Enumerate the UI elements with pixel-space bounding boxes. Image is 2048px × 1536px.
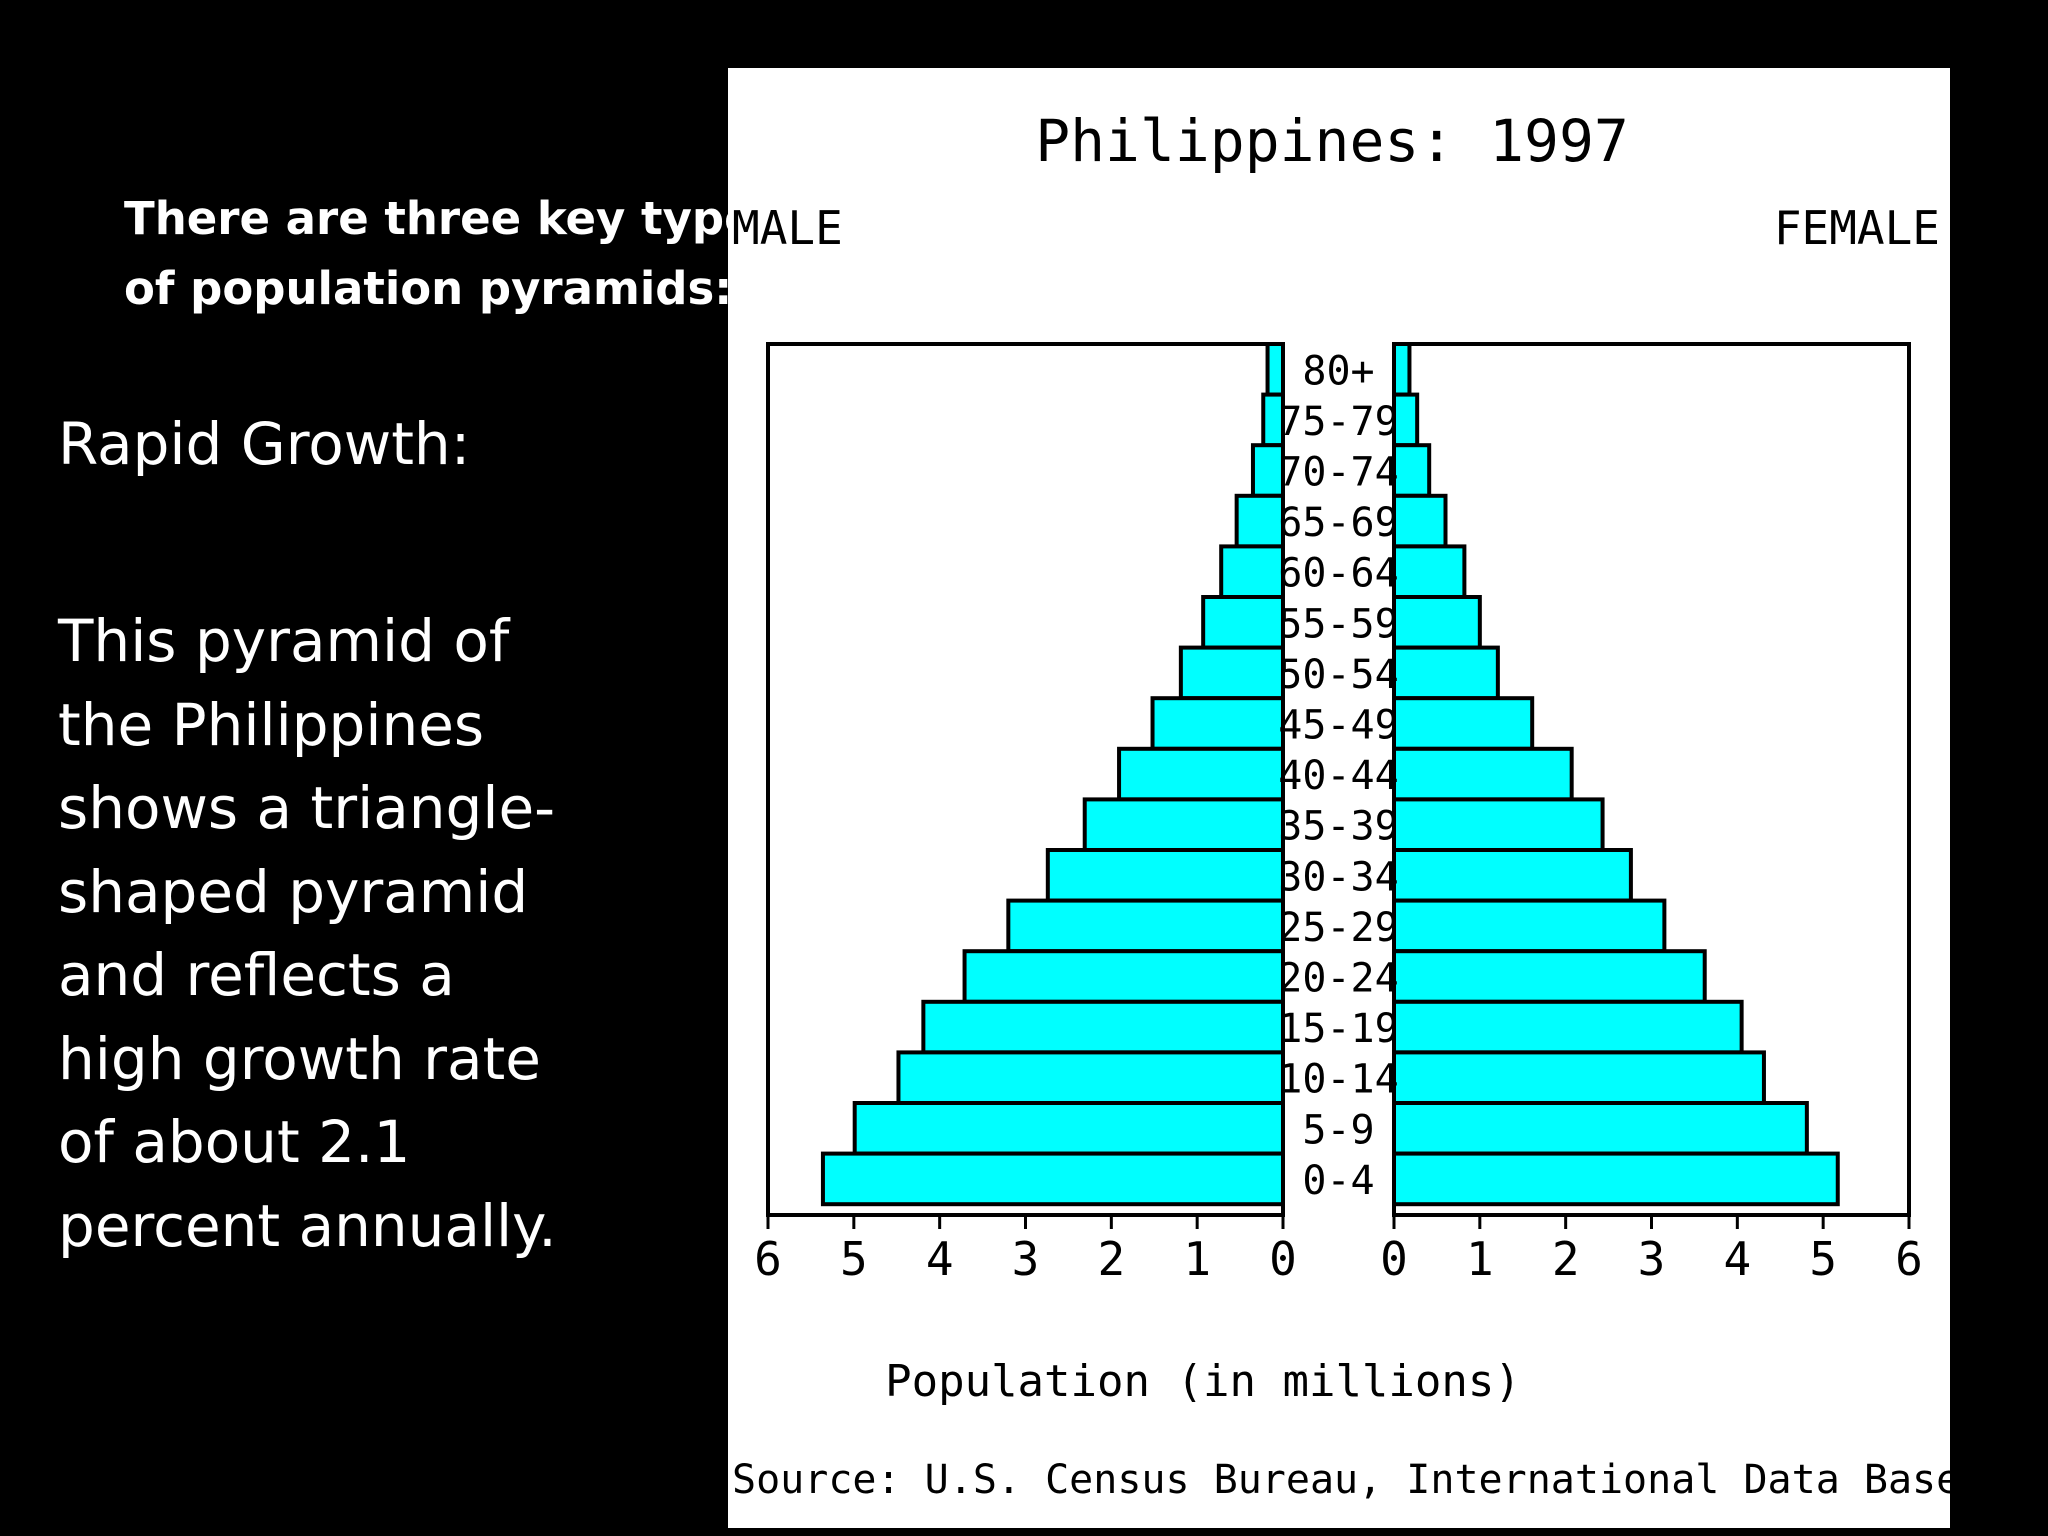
x-tick-label: 6 — [1895, 1232, 1923, 1286]
female-bar-25-29 — [1392, 898, 1667, 954]
x-tick-label: 2 — [1552, 1232, 1580, 1286]
age-label: 10-14 — [1278, 1057, 1398, 1103]
male-bar-35-39 — [1082, 797, 1285, 853]
female-bar-70-74 — [1392, 443, 1432, 498]
body-line: high growth rate — [58, 1024, 541, 1093]
female-bar-10-14 — [1392, 1050, 1766, 1106]
x-tick-label: 1 — [1466, 1232, 1494, 1286]
age-label: 80+ — [1302, 348, 1374, 394]
age-label: 50-54 — [1278, 652, 1398, 698]
male-bar-45-49 — [1150, 696, 1285, 751]
age-label: 25-29 — [1278, 905, 1398, 951]
x-tick-label: 6 — [754, 1232, 782, 1286]
source-note: Source: U.S. Census Bureau, Internationa… — [732, 1457, 1950, 1503]
body-line: percent annually. — [58, 1191, 557, 1260]
age-label: 15-19 — [1278, 1006, 1398, 1052]
bars-layer — [820, 342, 1840, 1207]
male-bar-55-59 — [1201, 595, 1285, 650]
female-bar-55-59 — [1392, 595, 1482, 650]
female-bar-30-34 — [1392, 848, 1633, 903]
female-bar-65-69 — [1392, 493, 1448, 549]
age-label: 5-9 — [1302, 1107, 1374, 1153]
slide-body-text: This pyramid of the Philippines shows a … — [58, 600, 618, 1268]
age-label: 20-24 — [1278, 956, 1398, 1002]
age-label: 45-49 — [1278, 703, 1398, 749]
male-bar-65-69 — [1234, 493, 1285, 549]
age-label: 75-79 — [1278, 399, 1398, 445]
x-tick-label: 3 — [1638, 1232, 1666, 1286]
age-label: 55-59 — [1278, 601, 1398, 647]
age-label: 30-34 — [1278, 854, 1398, 900]
body-line: and reflects a — [58, 941, 455, 1009]
age-label: 35-39 — [1278, 804, 1398, 850]
male-label: MALE — [732, 201, 843, 255]
age-label: 60-64 — [1278, 551, 1398, 597]
x-tick-label: 3 — [1012, 1232, 1040, 1286]
female-bar-50-54 — [1392, 645, 1500, 701]
age-label: 70-74 — [1278, 450, 1398, 496]
male-bar-5-9 — [852, 1101, 1285, 1156]
age-label: 65-69 — [1278, 500, 1398, 546]
heading-line-2: of population pyramids: — [124, 262, 733, 315]
body-line: This pyramid of — [58, 607, 510, 675]
x-tick-label: 1 — [1183, 1232, 1211, 1286]
heading-line-1: There are three key types — [124, 192, 782, 245]
male-bar-50-54 — [1178, 645, 1286, 701]
x-axis-ticks: 6 5 4 3 2 1 0 0 1 2 3 4 5 6 — [754, 1215, 1923, 1286]
male-bar-0-4 — [820, 1151, 1286, 1207]
male-bar-20-24 — [962, 949, 1286, 1004]
x-tick-label: 5 — [1809, 1232, 1837, 1286]
male-bar-80+ — [1265, 342, 1285, 397]
age-label: 0-4 — [1302, 1158, 1374, 1204]
body-line: shaped pyramid — [58, 857, 529, 926]
male-bar-10-14 — [896, 1050, 1285, 1106]
pyramid-svg: Philippines: 1997 MALE FEMALE 80+ 75-79 70… — [732, 107, 1950, 1503]
female-bar-15-19 — [1392, 999, 1744, 1055]
age-label: 40-44 — [1278, 753, 1398, 799]
female-bar-80+ — [1392, 342, 1412, 397]
male-bar-40-44 — [1117, 746, 1285, 802]
female-bar-60-64 — [1392, 544, 1467, 599]
x-tick-label: 5 — [840, 1232, 868, 1286]
female-bar-45-49 — [1392, 696, 1535, 751]
slide-heading: There are three key types of population … — [124, 184, 782, 324]
x-tick-label: 2 — [1097, 1232, 1125, 1286]
female-bar-20-24 — [1392, 949, 1707, 1004]
male-bar-30-34 — [1045, 848, 1286, 903]
female-bar-35-39 — [1392, 797, 1605, 853]
x-tick-label: 4 — [1723, 1232, 1751, 1286]
female-bar-0-4 — [1392, 1151, 1840, 1207]
female-bar-40-44 — [1392, 746, 1574, 802]
chart-title: Philippines: 1997 — [1035, 107, 1629, 175]
male-bar-25-29 — [1006, 898, 1285, 954]
x-tick-label: 0 — [1380, 1232, 1408, 1286]
x-tick-label: 4 — [926, 1232, 954, 1286]
x-tick-label: 0 — [1269, 1232, 1297, 1286]
female-label: FEMALE — [1774, 201, 1940, 255]
slide-subheading: Rapid Growth: — [58, 410, 471, 478]
female-bar-5-9 — [1392, 1101, 1809, 1156]
body-line: shows a triangle- — [58, 774, 556, 842]
population-pyramid-chart: Philippines: 1997 MALE FEMALE 80+ 75-79 70… — [728, 68, 1950, 1528]
body-line: the Philippines — [58, 690, 485, 759]
male-bar-60-64 — [1219, 544, 1286, 599]
x-axis-label: Population (in millions) — [885, 1356, 1521, 1407]
male-bar-15-19 — [921, 999, 1285, 1055]
body-line: of about 2.1 — [58, 1108, 411, 1176]
